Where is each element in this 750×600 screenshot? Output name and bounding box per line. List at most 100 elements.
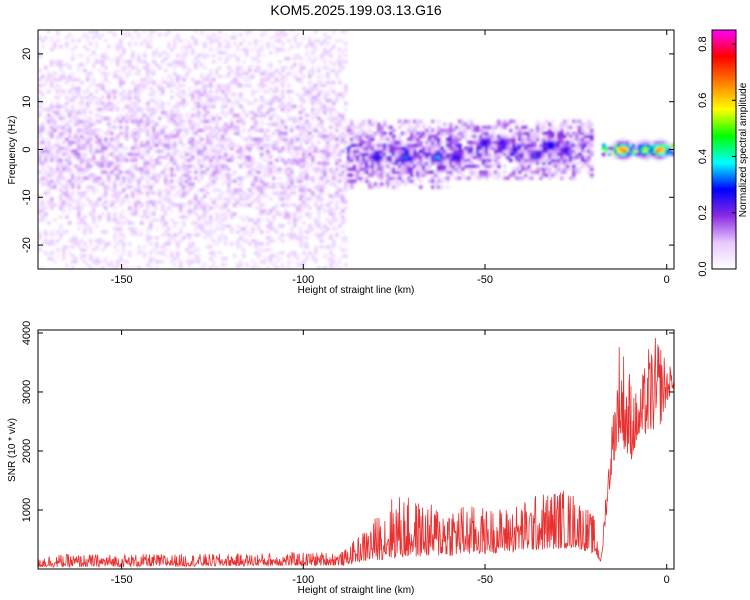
heatmap-cell: [200, 227, 204, 231]
heatmap-cell: [74, 89, 78, 94]
heatmap-cell: [293, 56, 297, 61]
heatmap-cell: [293, 149, 297, 154]
heatmap-cell: [620, 149, 624, 154]
heatmap-cell: [140, 77, 144, 82]
heatmap-cell: [500, 146, 504, 151]
heatmap-cell: [308, 122, 312, 127]
heatmap-cell: [209, 80, 213, 85]
heatmap-cell: [473, 155, 477, 160]
heatmap-cell: [155, 110, 159, 115]
heatmap-cell: [41, 215, 45, 219]
heatmap-cell: [89, 227, 93, 231]
heatmap-cell: [464, 125, 468, 130]
heatmap-cell: [614, 140, 618, 145]
heatmap-cell: [167, 206, 171, 210]
heatmap-cell: [425, 143, 429, 148]
heatmap-cell: [443, 161, 447, 166]
heatmap-cell: [155, 200, 159, 204]
heatmap-cell: [338, 122, 342, 127]
heatmap-cell: [83, 143, 87, 148]
heatmap-cell: [236, 59, 240, 64]
heatmap-cell: [530, 161, 534, 166]
heatmap-cell: [215, 134, 219, 139]
heatmap-cell: [509, 128, 513, 133]
heatmap-cell: [245, 197, 249, 201]
heatmap-cell: [209, 176, 213, 180]
heatmap-cell: [302, 35, 306, 40]
heatmap-cell: [221, 176, 225, 180]
heatmap-cell: [551, 134, 555, 139]
heatmap-cell: [269, 254, 273, 258]
heatmap-cell: [290, 233, 294, 237]
heatmap-cell: [197, 200, 201, 204]
heatmap-cell: [152, 134, 156, 139]
heatmap-cell: [263, 30, 267, 34]
heatmap-cell: [368, 164, 372, 169]
heatmap-cell: [182, 44, 186, 49]
heatmap-cell: [374, 164, 378, 169]
heatmap-cell: [440, 179, 444, 183]
heatmap-cell: [122, 68, 126, 73]
heatmap-cell: [161, 170, 165, 174]
heatmap-cell: [179, 239, 183, 243]
heatmap-cell: [182, 62, 186, 67]
heatmap-cell: [101, 239, 105, 243]
heatmap-cell: [326, 257, 330, 261]
heatmap-cell: [248, 203, 252, 207]
heatmap-cell: [473, 143, 477, 148]
heatmap-cell: [458, 176, 462, 180]
heatmap-cell: [95, 149, 99, 154]
heatmap-cell: [236, 44, 240, 49]
heatmap-cell: [173, 104, 177, 109]
heatmap-cell: [110, 107, 114, 112]
heatmap-cell: [146, 44, 150, 49]
heatmap-cell: [221, 218, 225, 222]
heatmap-cell: [134, 212, 138, 216]
heatmap-cell: [554, 152, 558, 157]
heatmap-cell: [149, 251, 153, 255]
heatmap-cell: [242, 98, 246, 103]
heatmap-cell: [338, 224, 342, 228]
heatmap-cell: [134, 164, 138, 169]
heatmap-cell: [506, 122, 510, 127]
heatmap-cell: [113, 119, 117, 124]
heatmap-cell: [77, 128, 81, 133]
heatmap-cell: [170, 80, 174, 85]
heatmap-cell: [332, 107, 336, 112]
heatmap-cell: [119, 212, 123, 216]
heatmap-cell: [80, 239, 84, 243]
heatmap-cell: [95, 224, 99, 228]
heatmap-cell: [116, 107, 120, 112]
heatmap-cell: [164, 137, 168, 142]
heatmap-cell: [65, 215, 69, 219]
heatmap-cell: [137, 92, 141, 97]
heatmap-cell: [176, 104, 180, 109]
heatmap-cell: [206, 185, 210, 189]
heatmap-cell: [185, 215, 189, 219]
heatmap-cell: [512, 140, 516, 145]
heatmap-cell: [71, 206, 75, 210]
heatmap-cell: [134, 83, 138, 88]
heatmap-cell: [134, 203, 138, 207]
heatmap-cell: [653, 140, 657, 145]
heatmap-cell: [167, 83, 171, 88]
heatmap-cell: [86, 185, 90, 189]
heatmap-cell: [335, 74, 339, 79]
heatmap-cell: [251, 266, 255, 269]
heatmap-cell: [44, 176, 48, 180]
heatmap-cell: [299, 242, 303, 246]
heatmap-cell: [143, 122, 147, 127]
heatmap-cell: [200, 98, 204, 103]
heatmap-cell: [638, 146, 642, 151]
heatmap-cell: [581, 125, 585, 130]
heatmap-cell: [335, 161, 339, 166]
heatmap-cell: [68, 161, 72, 166]
heatmap-cell: [365, 146, 369, 151]
heatmap-cell: [167, 152, 171, 157]
heatmap-cell: [260, 122, 264, 127]
heatmap-cell: [284, 194, 288, 198]
heatmap-cell: [374, 161, 378, 166]
heatmap-cell: [41, 101, 45, 106]
heatmap-cell: [176, 254, 180, 258]
heatmap-cell: [248, 68, 252, 73]
